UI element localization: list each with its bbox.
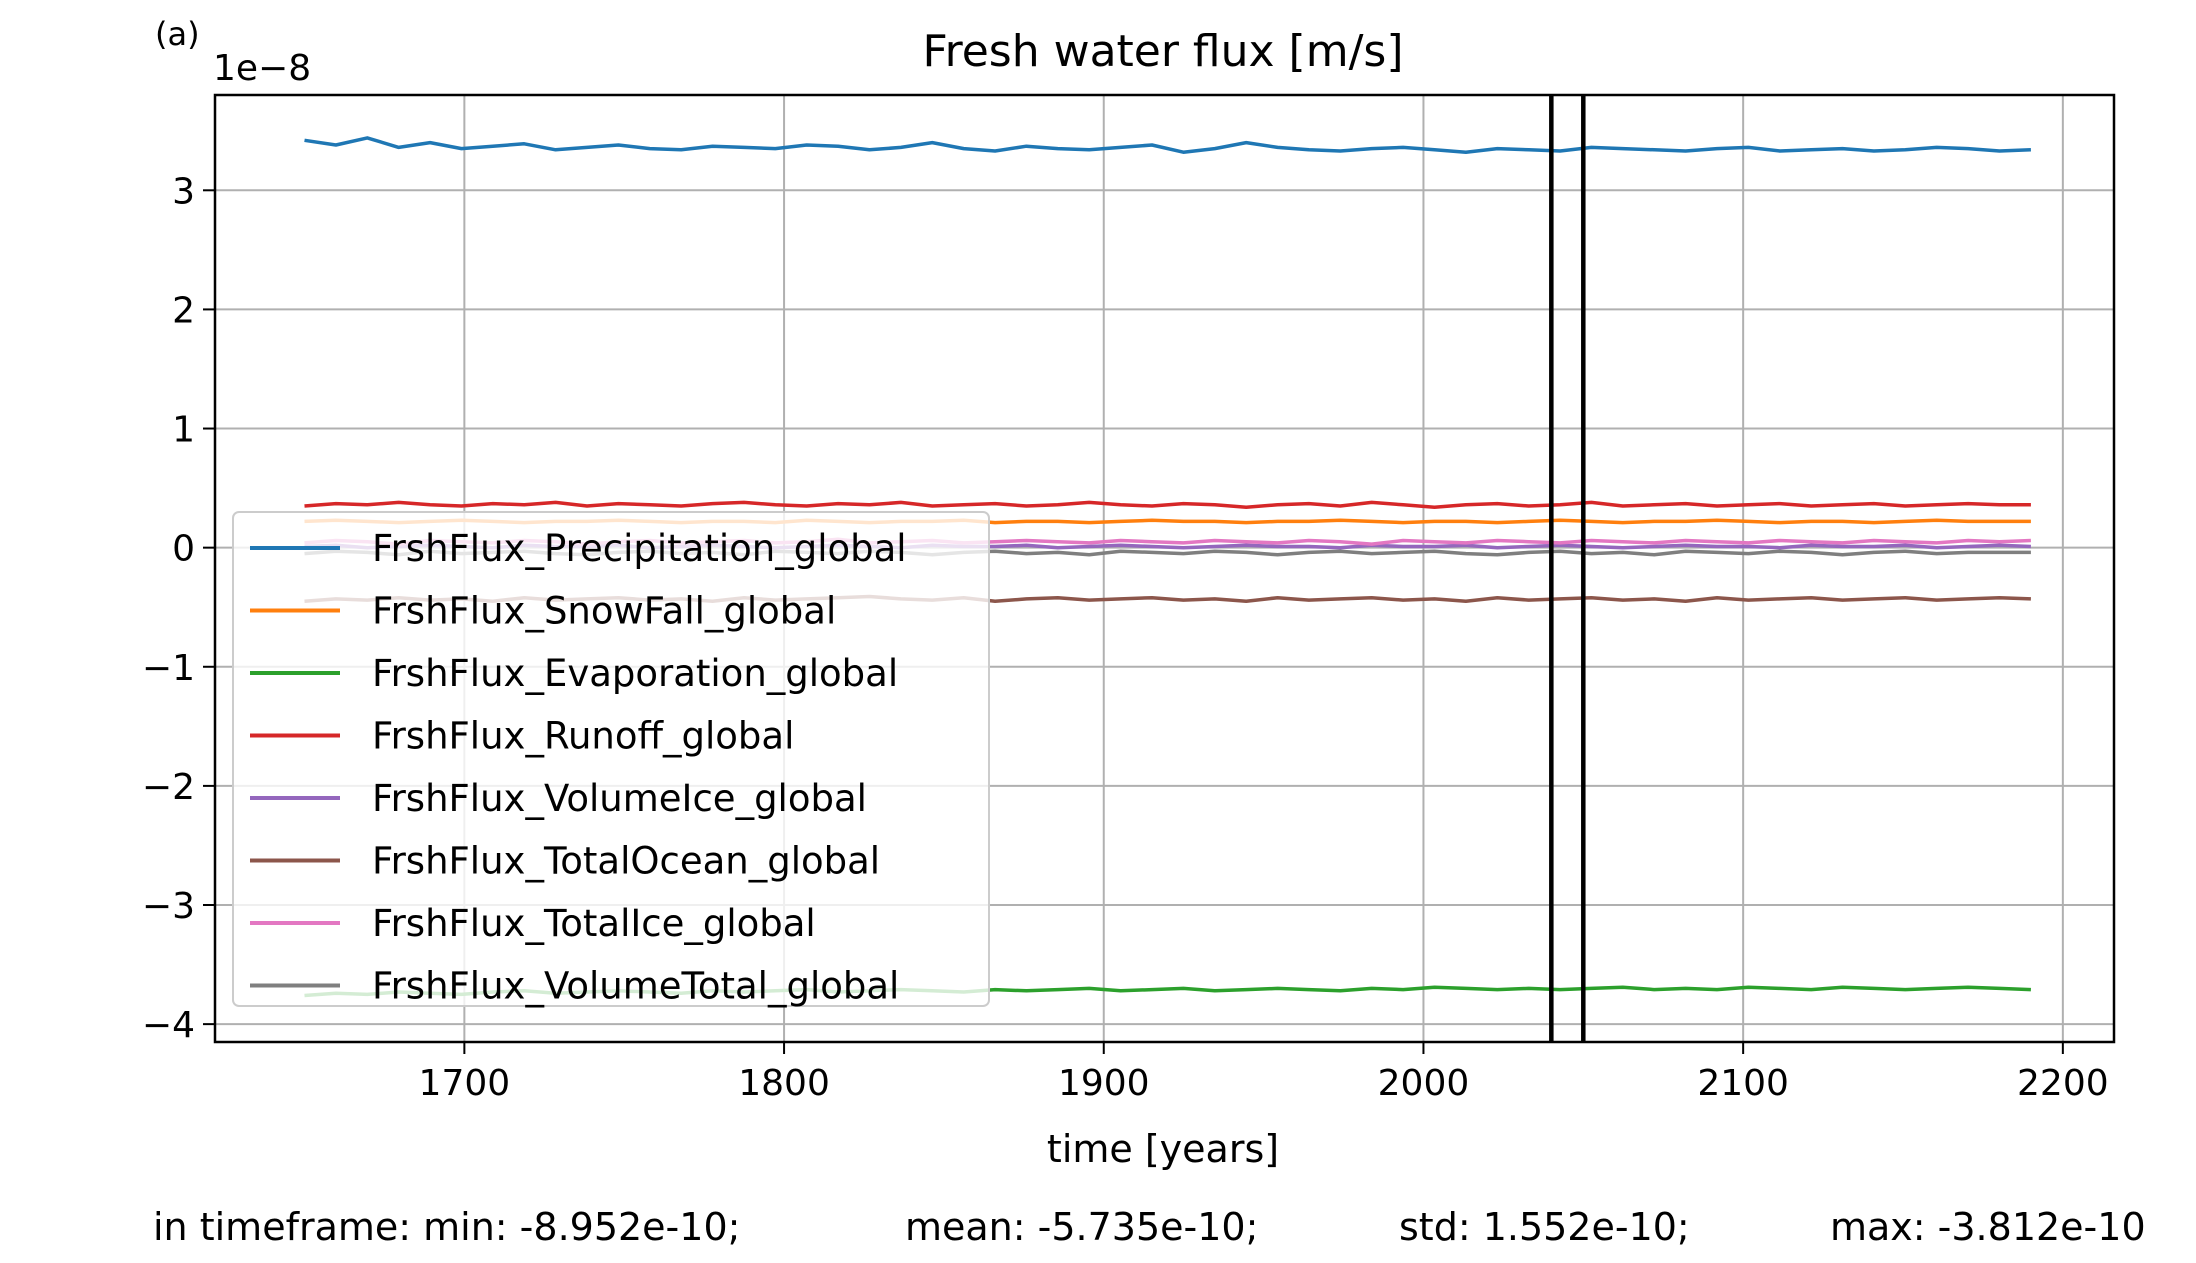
y-tick-label: −2 <box>142 767 195 808</box>
y-tick-label: −3 <box>142 886 195 927</box>
footer-mean: mean: -5.735e-10; <box>905 1205 1259 1249</box>
series-line-1 <box>304 136 2031 154</box>
x-tick-label: 1700 <box>419 1063 511 1104</box>
legend-label: FrshFlux_VolumeTotal_global <box>372 965 899 1008</box>
legend-label: FrshFlux_SnowFall_global <box>372 590 836 633</box>
legend-label: FrshFlux_Runoff_global <box>372 715 794 758</box>
x-tick-label: 2200 <box>2017 1063 2109 1104</box>
legend-label: FrshFlux_Evaporation_global <box>372 652 898 695</box>
x-axis-ticks: 1700 1800 1900 2000 2100 2200 <box>419 1042 2109 1104</box>
panel-label: (a) <box>155 15 200 53</box>
x-tick-label: 1800 <box>738 1063 830 1104</box>
x-axis-label: time [years] <box>1047 1127 1279 1171</box>
y-tick-label: 3 <box>172 171 195 212</box>
legend-label: FrshFlux_VolumeIce_global <box>372 777 867 820</box>
legend: FrshFlux_Precipitation_global FrshFlux_Sn… <box>232 511 990 1008</box>
y-axis-ticks: 3 2 1 0 −1 −2 −3 −4 <box>142 171 215 1046</box>
y-offset-label: 1e−8 <box>213 48 311 89</box>
timeframe-markers <box>1549 95 1586 1042</box>
chart-title: Fresh water flux [m/s] <box>922 26 1403 77</box>
y-tick-label: 2 <box>172 290 195 331</box>
footer-min: in timeframe: min: -8.952e-10; <box>153 1205 741 1249</box>
x-tick-label: 2000 <box>1378 1063 1470 1104</box>
y-tick-label: 1 <box>172 410 195 451</box>
plot-frame <box>213 93 2116 1044</box>
series-line-4 <box>304 500 2031 509</box>
footer-max: max: -3.812e-10 <box>1830 1205 2146 1249</box>
y-tick-label: −1 <box>142 648 195 689</box>
y-tick-label: −4 <box>142 1005 195 1046</box>
x-tick-label: 2100 <box>1697 1063 1789 1104</box>
legend-box <box>232 511 990 1007</box>
legend-entries: FrshFlux_Precipitation_global FrshFlux_Sn… <box>250 527 907 1008</box>
footer-std: std: 1.552e-10; <box>1399 1205 1690 1249</box>
y-tick-label: 0 <box>172 529 195 570</box>
x-tick-label: 1900 <box>1058 1063 1150 1104</box>
legend-label: FrshFlux_TotalIce_global <box>372 902 816 945</box>
legend-label: FrshFlux_TotalOcean_global <box>372 840 880 883</box>
legend-label: FrshFlux_Precipitation_global <box>372 527 907 570</box>
